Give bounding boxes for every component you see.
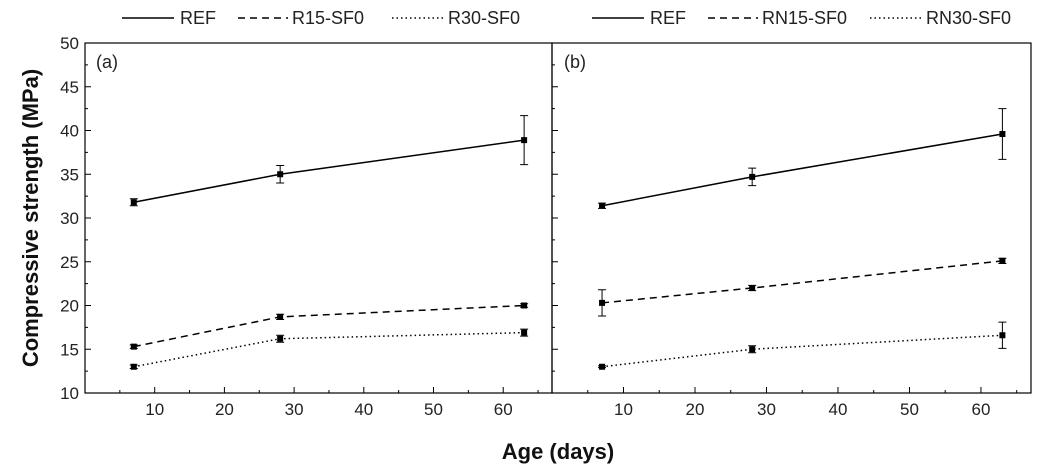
legend-label-a-1: R15-SF0 [292, 8, 364, 28]
data-point-b-2-0 [599, 363, 606, 370]
x-tick-label-b-3: 40 [829, 400, 848, 419]
x-tick-label-a-0: 10 [145, 400, 164, 419]
data-point-a-1-0 [130, 343, 137, 350]
panel-a-axes: 10 20 30 40 50 60 10 15 20 25 30 35 40 45 50 [60, 34, 539, 419]
panel-b-plot [598, 108, 1007, 370]
data-point-b-1-0 [599, 299, 606, 306]
panel-b-axes: 10 20 30 40 50 60 [552, 42, 1018, 419]
x-tick-label-b-1: 20 [686, 400, 705, 419]
y-tick-label-a-6: 40 [60, 122, 79, 141]
legend-label-b-1: RN15-SF0 [762, 8, 847, 28]
y-tick-label-a-0: 10 [60, 384, 79, 403]
legend-label-a-2: R30-SF0 [448, 8, 520, 28]
data-point-a-2-2 [521, 329, 528, 336]
series-line-a-2 [133, 331, 525, 368]
data-point-b-2-2 [999, 332, 1006, 339]
x-tick-label-b-0: 10 [614, 400, 633, 419]
data-point-a-1-1 [277, 313, 284, 320]
series-line-a-1 [133, 304, 525, 348]
data-point-a-2-1 [277, 335, 284, 342]
series-line-b-2 [601, 334, 1003, 368]
panel-a-label: (a) [96, 52, 118, 72]
data-point-b-0-2 [999, 131, 1006, 137]
data-point-a-0-2 [521, 137, 528, 144]
series-line-b-1 [601, 260, 1003, 304]
legend-panel-b: REF RN15-SF0 RN30-SF0 [592, 8, 1011, 28]
data-point-b-1-1 [749, 285, 756, 291]
legend-panel-a: REF R15-SF0 R30-SF0 [122, 8, 520, 28]
y-tick-label-a-8: 50 [60, 34, 79, 53]
y-tick-label-a-1: 15 [60, 340, 79, 359]
y-tick-label-a-3: 25 [60, 253, 79, 272]
series-line-a-0 [133, 139, 525, 203]
panel-a-frame [84, 42, 553, 394]
data-point-b-1-2 [999, 257, 1006, 264]
data-point-a-2-0 [130, 363, 137, 370]
x-tick-label-b-2: 30 [757, 400, 776, 419]
panel-a-plot [129, 115, 529, 370]
y-tick-label-a-2: 20 [60, 297, 79, 316]
y-tick-label-a-7: 45 [60, 78, 79, 97]
y-tick-label-a-4: 30 [60, 209, 79, 228]
y-axis-title: Compressive strength (MPa) [18, 69, 43, 367]
x-tick-label-a-4: 50 [424, 400, 443, 419]
x-tick-label-a-1: 20 [215, 400, 234, 419]
data-point-b-0-0 [599, 202, 606, 209]
panel-b-label: (b) [564, 52, 586, 72]
data-point-b-0-1 [749, 173, 756, 180]
legend-label-b-0: REF [650, 8, 686, 28]
series-line-b-0 [601, 133, 1003, 207]
x-tick-label-a-5: 60 [494, 400, 513, 419]
data-point-a-0-1 [277, 171, 284, 178]
x-tick-label-b-4: 50 [900, 400, 919, 419]
data-point-b-2-1 [749, 346, 756, 353]
legend-label-a-0: REF [180, 8, 216, 28]
y-tick-label-a-5: 35 [60, 165, 79, 184]
x-tick-label-b-5: 60 [971, 400, 990, 419]
data-point-a-1-2 [521, 302, 528, 309]
panel-b-frame [551, 42, 1032, 394]
data-point-a-0-0 [130, 199, 137, 206]
x-axis-title: Age (days) [502, 439, 614, 464]
legend-label-b-2: RN30-SF0 [926, 8, 1011, 28]
x-tick-label-a-3: 40 [354, 400, 373, 419]
x-tick-label-a-2: 30 [285, 400, 304, 419]
